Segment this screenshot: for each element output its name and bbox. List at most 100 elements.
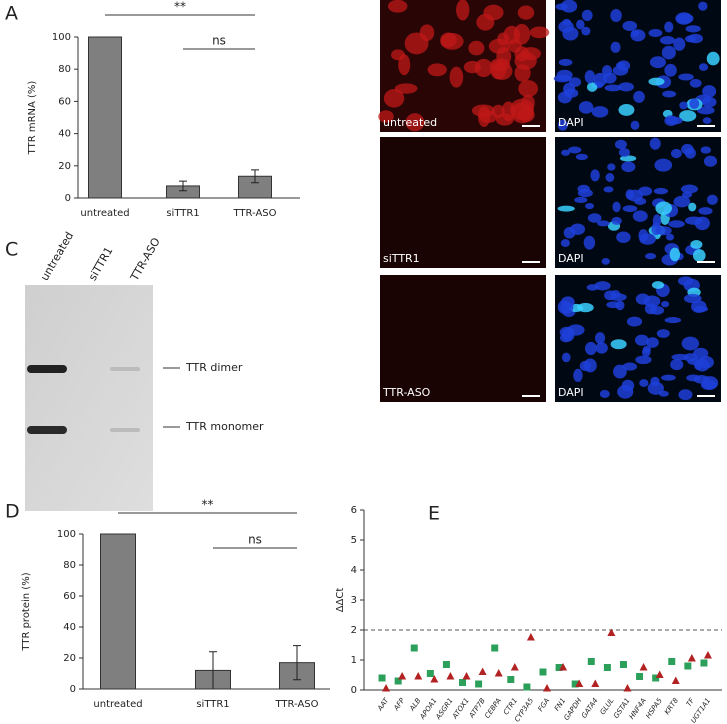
cell — [610, 339, 627, 350]
y-tick-label: 6 — [351, 505, 357, 516]
cell — [476, 13, 495, 31]
cell — [655, 201, 673, 215]
cell — [583, 235, 596, 250]
micrograph-label: siTTR1 — [383, 252, 420, 265]
data-point — [491, 644, 499, 652]
cell — [692, 249, 706, 262]
data-point — [459, 679, 467, 686]
cell — [678, 73, 694, 81]
data-point — [655, 670, 664, 678]
cell — [613, 364, 627, 379]
cell — [677, 276, 694, 286]
cell — [578, 101, 594, 114]
y-axis-label: TTR mRNA (%) — [27, 81, 38, 156]
cell — [649, 56, 666, 69]
cell — [560, 239, 570, 247]
cell — [651, 281, 665, 289]
cell — [656, 329, 670, 338]
y-tick-label: 2 — [351, 625, 357, 636]
cell — [685, 25, 701, 33]
cell — [678, 389, 693, 401]
cell — [676, 13, 694, 24]
data-point — [410, 644, 418, 652]
x-tick-label: CEBPA — [483, 697, 503, 720]
data-point — [619, 661, 627, 668]
band-label: TTR monomer — [185, 420, 264, 433]
x-tick-label: ATOX1 — [450, 697, 470, 721]
x-tick-label: FGA — [537, 697, 552, 713]
cell — [618, 147, 630, 157]
cell — [646, 337, 659, 348]
cell — [569, 77, 582, 87]
cell — [605, 173, 615, 182]
cell — [561, 352, 571, 363]
data-point — [559, 663, 568, 671]
y-tick-label: 0 — [351, 685, 357, 696]
micrograph-label: DAPI — [558, 252, 584, 265]
data-point — [507, 676, 515, 683]
cell — [680, 184, 699, 194]
band-label: TTR dimer — [185, 361, 243, 374]
cell — [586, 82, 598, 92]
cell — [595, 342, 608, 354]
cell — [632, 210, 648, 222]
cell — [558, 58, 573, 66]
cell — [560, 301, 574, 314]
cell — [583, 358, 597, 373]
cell — [621, 379, 635, 392]
cell — [586, 284, 599, 291]
lane-label: TTR-ASO — [127, 235, 163, 284]
cell — [561, 149, 571, 156]
significance-label: ** — [202, 498, 214, 512]
data-point — [636, 673, 644, 680]
cell — [449, 66, 464, 88]
y-tick-label: 40 — [63, 622, 76, 633]
cell — [694, 216, 710, 231]
cell — [659, 35, 676, 45]
cell — [679, 101, 688, 110]
data-point — [378, 674, 386, 682]
cell — [405, 113, 425, 132]
cell — [513, 23, 531, 45]
cell — [440, 32, 457, 48]
y-tick-label: 0 — [70, 684, 76, 695]
cell — [557, 119, 568, 131]
cell — [664, 115, 678, 126]
cell — [616, 231, 631, 243]
cell — [634, 334, 649, 346]
x-tick-label: AAT — [376, 696, 391, 713]
cell — [648, 77, 665, 86]
cell — [404, 32, 429, 55]
cell — [698, 63, 709, 71]
cell — [698, 207, 713, 215]
cell — [648, 28, 663, 37]
cell — [661, 45, 676, 60]
cell — [495, 113, 514, 126]
cell — [577, 184, 590, 193]
cell — [670, 148, 682, 159]
cell — [610, 41, 621, 53]
data-point — [687, 654, 696, 662]
panel-letter: D — [5, 501, 20, 523]
cell — [639, 233, 656, 245]
cell — [597, 220, 610, 227]
cell — [388, 0, 408, 13]
cell — [568, 146, 582, 154]
cell — [707, 194, 718, 205]
x-tick-label: HNF4A — [628, 697, 648, 721]
cell — [662, 90, 677, 98]
cell — [614, 139, 627, 150]
cell — [604, 290, 617, 301]
cell — [577, 302, 594, 313]
data-point — [414, 672, 423, 680]
cell — [703, 155, 718, 167]
cell — [398, 54, 411, 76]
x-tick-label: TTR-ASO — [232, 208, 276, 219]
data-point — [442, 661, 450, 668]
cell — [670, 359, 684, 371]
x-tick-label: HSPA5 — [644, 696, 664, 720]
cell — [664, 63, 677, 77]
y-tick-label: 40 — [58, 129, 71, 140]
cell — [673, 195, 691, 208]
data-point — [603, 664, 611, 671]
